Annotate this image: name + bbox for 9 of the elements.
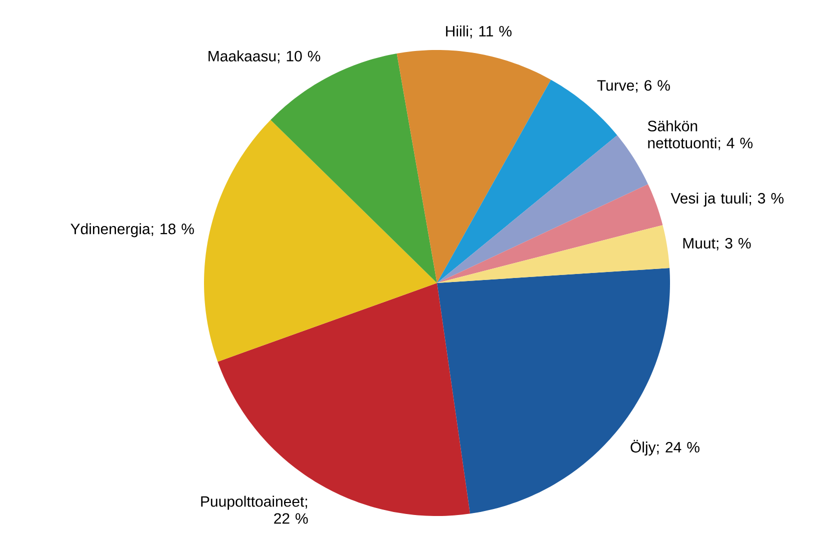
slice-label: Puupolttoaineet; 22 % xyxy=(201,496,308,524)
slice-label: Maakaasu; 10 % xyxy=(208,50,320,64)
slice-label: Vesi ja tuuli; 3 % xyxy=(670,192,784,207)
slice-label: Hiili; 11 % xyxy=(446,26,512,38)
slice-label: Ydinenergia; 18 % xyxy=(70,223,194,238)
slice-label: Turve; 6 % xyxy=(597,80,670,92)
slice-label: Sähkön nettotuonti; 4 % xyxy=(648,120,753,150)
slice-label: Muut; 3 % xyxy=(683,238,751,250)
slice-label: Öljy; 24 % xyxy=(630,440,700,456)
